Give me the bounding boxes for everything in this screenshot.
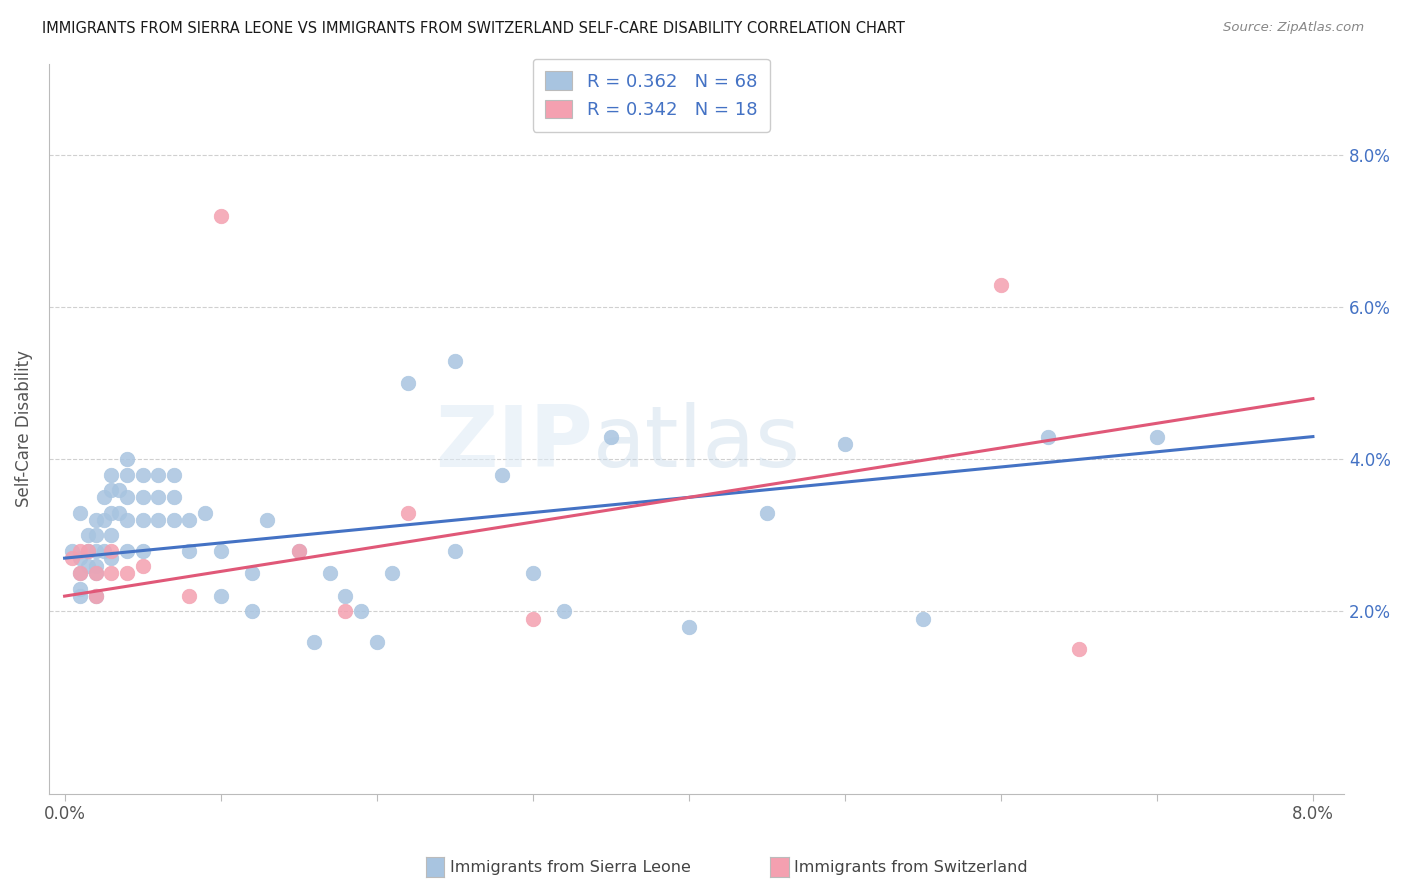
Point (69, 543, 91, 558)
Point (84, 566, 107, 581)
Point (69, 582, 91, 596)
Point (84, 528, 107, 542)
Point (100, 506, 122, 520)
Point (60, 543, 83, 558)
Point (163, 467, 186, 482)
Point (115, 543, 138, 558)
Point (553, 604, 575, 618)
Point (755, 506, 778, 520)
Point (77, 558, 100, 573)
Point (115, 452, 138, 467)
Point (100, 566, 122, 581)
Point (100, 551, 122, 566)
Point (240, 566, 263, 581)
Point (115, 491, 138, 505)
Point (84, 543, 107, 558)
Point (599, 429, 621, 443)
Point (522, 612, 544, 626)
Point (287, 543, 309, 558)
Text: atlas: atlas (593, 402, 801, 485)
Point (1146, 429, 1168, 443)
Point (108, 506, 131, 520)
Text: Source: ZipAtlas.com: Source: ZipAtlas.com (1223, 21, 1364, 34)
Point (163, 491, 186, 505)
Point (69, 506, 91, 520)
Text: IMMIGRANTS FROM SIERRA LEONE VS IMMIGRANTS FROM SWITZERLAND SELF-CARE DISABILITY: IMMIGRANTS FROM SIERRA LEONE VS IMMIGRAN… (42, 21, 905, 36)
Point (396, 506, 419, 520)
Point (108, 483, 131, 497)
Legend: R = 0.362   N = 68, R = 0.342   N = 18: R = 0.362 N = 68, R = 0.342 N = 18 (533, 59, 770, 132)
Point (84, 558, 107, 573)
Point (115, 513, 138, 527)
Point (69, 566, 91, 581)
Point (60, 551, 83, 566)
Point (256, 513, 278, 527)
Point (93, 543, 115, 558)
Y-axis label: Self-Care Disability: Self-Care Disability (15, 351, 32, 508)
Point (93, 513, 115, 527)
Point (69, 551, 91, 566)
Text: Immigrants from Sierra Leone: Immigrants from Sierra Leone (450, 860, 690, 874)
Point (69, 589, 91, 603)
Point (240, 604, 263, 618)
Point (131, 543, 153, 558)
Point (911, 612, 934, 626)
Point (163, 513, 186, 527)
Point (179, 513, 201, 527)
Point (77, 528, 100, 542)
Point (179, 543, 201, 558)
Point (84, 513, 107, 527)
Text: ZIP: ZIP (436, 402, 593, 485)
Point (1036, 429, 1059, 443)
Point (522, 566, 544, 581)
Point (209, 209, 232, 223)
Point (287, 543, 309, 558)
Point (131, 491, 153, 505)
Point (131, 467, 153, 482)
Point (319, 566, 342, 581)
Point (100, 483, 122, 497)
Point (84, 589, 107, 603)
Point (678, 619, 700, 633)
Point (100, 528, 122, 542)
Point (335, 604, 357, 618)
Point (381, 566, 404, 581)
Point (209, 589, 232, 603)
Point (77, 543, 100, 558)
Point (396, 376, 419, 391)
Point (115, 566, 138, 581)
Point (834, 437, 856, 451)
Point (69, 566, 91, 581)
Point (443, 353, 465, 368)
Point (100, 467, 122, 482)
Point (100, 543, 122, 558)
Point (84, 589, 107, 603)
Point (84, 566, 107, 581)
Point (115, 467, 138, 482)
Point (350, 604, 373, 618)
Point (1067, 642, 1090, 657)
Point (77, 543, 100, 558)
Point (93, 491, 115, 505)
Point (304, 634, 326, 648)
Point (148, 491, 170, 505)
Point (148, 467, 170, 482)
Point (335, 589, 357, 603)
Point (194, 506, 217, 520)
Point (491, 467, 513, 482)
Text: Immigrants from Switzerland: Immigrants from Switzerland (794, 860, 1028, 874)
Point (179, 589, 201, 603)
Point (366, 634, 388, 648)
Point (131, 513, 153, 527)
Point (990, 277, 1012, 292)
Point (131, 558, 153, 573)
Point (148, 513, 170, 527)
Point (209, 543, 232, 558)
Point (443, 543, 465, 558)
